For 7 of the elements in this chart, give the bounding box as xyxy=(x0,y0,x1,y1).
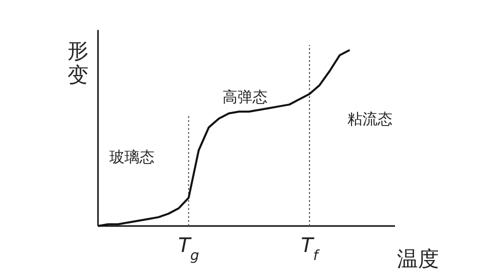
x-tick-label: T$_{f}$ xyxy=(300,233,320,264)
x-axis-title: 温度 xyxy=(397,247,439,271)
annotation: 粘流态 xyxy=(348,110,392,128)
x-tick-label: T$_{g}$ xyxy=(178,233,200,264)
annotation: 高弹态 xyxy=(222,88,268,106)
y-axis-title: 形变 xyxy=(68,39,88,87)
annotation: 玻璃态 xyxy=(110,148,154,166)
